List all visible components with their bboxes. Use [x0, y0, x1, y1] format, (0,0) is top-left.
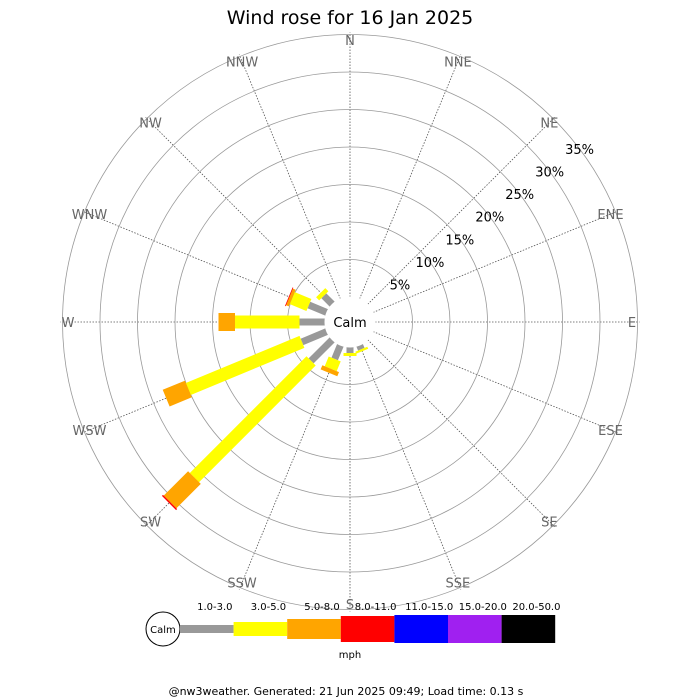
bar-w-3.0-5.0 [235, 315, 300, 329]
direction-label-wnw: WNW [72, 208, 108, 223]
ring-label-30: 30% [535, 166, 564, 181]
bar-sw-3.0-5.0 [189, 356, 316, 483]
legend-swatch-11.0-15.0 [394, 615, 448, 643]
legend-unit: mph [339, 650, 361, 661]
axis-line-ssw [238, 344, 341, 590]
bar-sw-1.0-3.0 [308, 337, 335, 364]
percent-rings [62, 34, 638, 610]
bar-s-1.0-3.0 [346, 347, 354, 353]
direction-label-sw: SW [140, 515, 161, 530]
bar-w-1.0-3.0 [299, 318, 325, 326]
legend-swatch-5.0-8.0 [287, 619, 341, 639]
direction-label-nne: NNE [444, 56, 472, 71]
axis-line-ese [372, 331, 618, 434]
direction-label-ene: ENE [597, 208, 623, 223]
legend-label-20.0-50.0: 20.0-50.0 [512, 602, 560, 613]
legend-label-3.0-5.0: 3.0-5.0 [251, 602, 286, 613]
ring-25 [137, 109, 563, 535]
legend-label-5.0-8.0: 5.0-8.0 [304, 602, 339, 613]
direction-label-ne: NE [540, 117, 558, 132]
axis-line-nw [145, 117, 333, 305]
ring-label-35: 35% [565, 143, 594, 158]
wind-bars [161, 287, 369, 511]
ring-labels: 5% 10%15%20%25%30%35% [390, 143, 594, 293]
axis-line-wnw [82, 210, 328, 313]
direction-label-e: E [628, 316, 636, 331]
direction-label-nnw: NNW [226, 56, 258, 71]
direction-label-w: W [62, 316, 75, 331]
bar-nw-3.0-5.0 [316, 288, 329, 301]
direction-label-s: S [346, 598, 354, 613]
ring-label-25: 25% [505, 188, 534, 203]
bar-wnw-5.0-8.0 [286, 288, 296, 307]
bar-sw-8.0-11.0 [161, 494, 178, 511]
legend-swatch-3.0-5.0 [233, 622, 288, 636]
speed-legend: Calm 1.0-3.0 3.0-5.0 5.0-8.0 8.0-11.0 11.0-15… [145, 602, 560, 661]
ring-label-5: 5% [390, 278, 411, 293]
ring-15 [212, 184, 488, 460]
direction-label-nw: NW [139, 117, 162, 132]
direction-labels: N NNE NE ENE E ESE SE SSE S SSW SW WSW W WNW NW NNW [62, 34, 637, 613]
ring-label-15: 15% [445, 233, 474, 248]
axis-line-nne [359, 54, 462, 300]
calm-label: Calm [333, 316, 366, 331]
ring-35 [62, 34, 638, 610]
footer-text: @nw3weather. Generated: 21 Jun 2025 09:4… [169, 685, 524, 698]
direction-label-ese: ESE [598, 424, 623, 439]
legend-swatch-1.0-3.0 [180, 625, 234, 633]
bar-sw-5.0-8.0 [163, 471, 201, 509]
legend-label-8.0-11.0: 8.0-11.0 [355, 602, 397, 613]
ring-label-10: 10% [415, 256, 444, 271]
bar-wsw-3.0-5.0 [185, 335, 305, 395]
bar-ssw-3.0-5.0 [324, 356, 341, 372]
calm-center: Calm [324, 296, 376, 348]
legend-swatch-20.0-50.0 [501, 615, 556, 643]
axis-line-nnw [238, 54, 341, 300]
direction-label-n: N [345, 34, 355, 49]
bar-s-3.0-5.0 [343, 353, 357, 356]
axis-line-sse [359, 344, 462, 590]
chart-title: Wind rose for 16 Jan 2025 [227, 7, 474, 29]
legend-label-15.0-20.0: 15.0-20.0 [459, 602, 507, 613]
axis-line-ne [367, 117, 555, 305]
legend-swatch-8.0-11.0 [340, 616, 395, 642]
axis-line-se [367, 339, 555, 527]
bar-nw-1.0-3.0 [321, 293, 335, 307]
direction-axes [60, 32, 640, 612]
legend-label-1.0-3.0: 1.0-3.0 [197, 602, 232, 613]
ring-label-20: 20% [475, 211, 504, 226]
bar-sse-3.0-5.0 [355, 346, 369, 354]
bar-wnw-8.0-11.0 [285, 287, 294, 307]
bar-ssw-5.0-8.0 [320, 365, 339, 377]
direction-label-se: SE [541, 515, 557, 530]
legend-calm-label: Calm [150, 625, 176, 636]
direction-label-sse: SSE [446, 577, 471, 592]
bar-sse-1.0-3.0 [356, 343, 365, 351]
bar-wsw-5.0-8.0 [162, 380, 192, 407]
ring-30 [99, 71, 601, 573]
legend-swatch-15.0-20.0 [448, 615, 502, 643]
direction-label-ssw: SSW [227, 577, 257, 592]
axis-line-ene [372, 210, 618, 313]
bar-wnw-3.0-5.0 [289, 292, 312, 311]
ring-20 [174, 146, 526, 498]
legend-label-11.0-15.0: 11.0-15.0 [405, 602, 453, 613]
bar-ssw-1.0-3.0 [331, 343, 344, 361]
direction-label-wsw: WSW [73, 424, 107, 439]
bar-w-5.0-8.0 [218, 313, 235, 331]
calm-circle [324, 296, 376, 348]
bar-wsw-1.0-3.0 [300, 328, 329, 346]
bar-wnw-1.0-3.0 [307, 301, 329, 316]
